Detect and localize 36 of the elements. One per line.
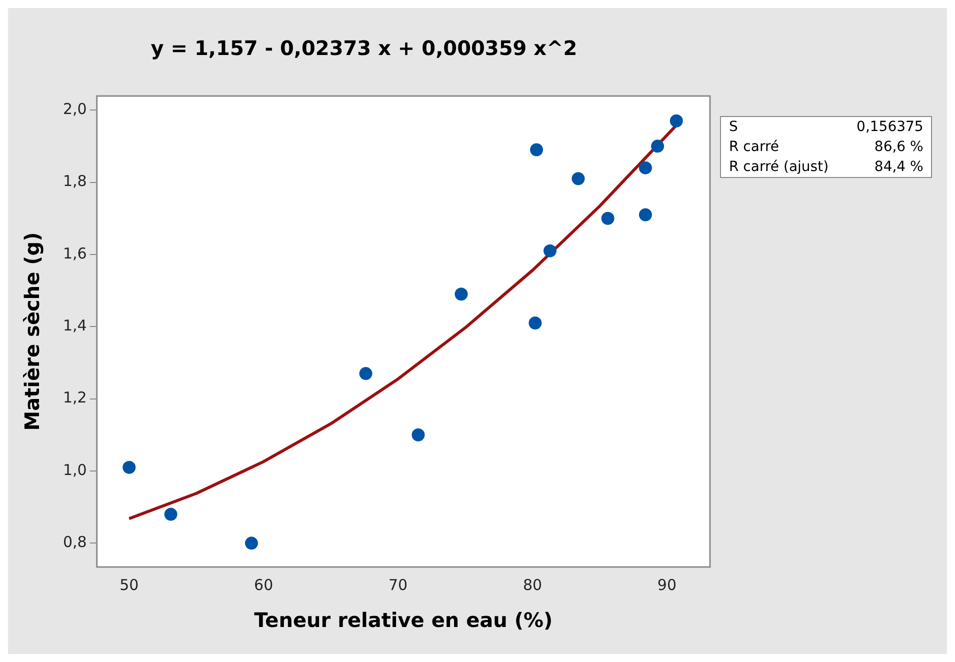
point xyxy=(412,428,425,442)
point xyxy=(572,172,585,186)
point xyxy=(601,212,614,225)
x-tick-label: 60 xyxy=(254,576,274,594)
x-tick-label: 50 xyxy=(120,576,139,594)
x-tick-label: 80 xyxy=(522,576,542,594)
x-tick-label: 90 xyxy=(657,576,677,594)
y-axis-title: Matière sèche (g) xyxy=(20,232,44,431)
point xyxy=(651,140,664,153)
x-tick-label: 70 xyxy=(388,576,408,594)
text: R carré xyxy=(728,138,780,157)
y-tick-label: 1,6 xyxy=(62,244,87,262)
point xyxy=(454,288,468,301)
x-axis-title: Teneur relative en eau (%) xyxy=(254,608,553,632)
point xyxy=(670,114,683,128)
text: S xyxy=(728,118,739,137)
y-tick-label: 1,0 xyxy=(62,460,87,479)
y-tick-label: 1,4 xyxy=(62,316,87,335)
point xyxy=(528,316,542,330)
point xyxy=(638,208,652,222)
point xyxy=(122,460,136,474)
point xyxy=(164,508,178,521)
text: 84,4 % xyxy=(873,158,924,177)
point xyxy=(244,536,258,550)
point xyxy=(638,161,652,174)
text: 0,156375 xyxy=(856,118,924,137)
text: R carré (ajust) xyxy=(728,158,830,177)
point xyxy=(530,143,544,156)
chart-title: y = 1,157 - 0,02373 x + 0,000359 x^2 xyxy=(150,36,578,60)
point xyxy=(543,244,556,258)
text: 86,6 % xyxy=(873,138,924,157)
y-tick-label: 0,8 xyxy=(62,533,87,552)
point xyxy=(359,367,372,380)
y-tick-label: 2,0 xyxy=(62,100,87,118)
y-tick-label: 1,8 xyxy=(62,172,87,190)
y-tick-label: 1,2 xyxy=(62,388,87,407)
